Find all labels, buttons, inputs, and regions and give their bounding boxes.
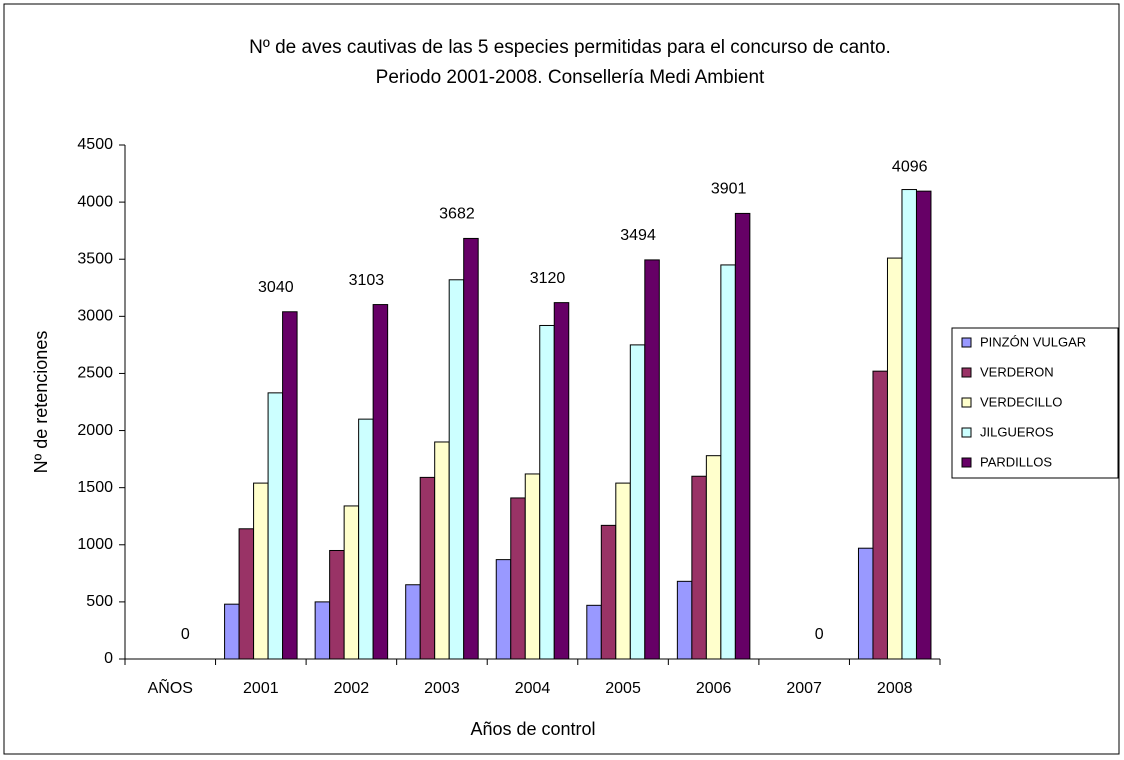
bar xyxy=(901,189,917,660)
bar xyxy=(676,580,693,660)
x-tick-label: 2006 xyxy=(696,680,732,697)
bar xyxy=(267,392,284,660)
data-label: 0 xyxy=(815,626,824,643)
bar xyxy=(463,237,479,660)
x-tick-label: AÑOS xyxy=(148,677,193,697)
legend-swatch xyxy=(961,397,972,408)
bar xyxy=(615,482,631,660)
bar xyxy=(358,418,374,660)
bar xyxy=(734,212,751,660)
bar xyxy=(329,549,345,660)
bar xyxy=(372,304,389,660)
x-tick-label: 2001 xyxy=(243,680,279,697)
x-tick-label: 2004 xyxy=(515,680,551,697)
x-axis-label: Años de control xyxy=(470,719,595,739)
y-tick-label: 3000 xyxy=(77,308,113,325)
bar xyxy=(691,475,707,660)
bar xyxy=(495,559,512,660)
data-label: 0 xyxy=(181,626,190,643)
bar xyxy=(629,344,646,660)
bar xyxy=(553,302,570,660)
data-label: 3120 xyxy=(530,270,566,287)
legend-label: JILGUEROS xyxy=(980,424,1054,439)
y-tick-label: 4000 xyxy=(77,193,113,210)
bar xyxy=(705,455,722,660)
y-tick-label: 0 xyxy=(104,650,113,667)
bar xyxy=(600,524,617,660)
bar xyxy=(886,257,903,660)
y-tick-label: 1500 xyxy=(77,479,113,496)
data-label: 3103 xyxy=(349,272,385,289)
bar xyxy=(644,259,660,660)
bar xyxy=(405,584,421,660)
data-label: 3494 xyxy=(620,227,656,244)
data-label: 3040 xyxy=(258,279,294,296)
x-tick-label: 2007 xyxy=(786,680,822,697)
legend-swatch xyxy=(961,427,972,438)
x-tick-label: 2005 xyxy=(605,680,641,697)
chart-title: Periodo 2001-2008. Consellería Medi Ambi… xyxy=(376,67,765,88)
data-label: 3901 xyxy=(711,181,747,198)
bar xyxy=(419,476,436,660)
legend-label: PARDILLOS xyxy=(980,454,1052,469)
bar xyxy=(282,311,298,660)
bar xyxy=(343,505,360,660)
bar xyxy=(539,324,555,660)
bar xyxy=(524,473,541,660)
x-tick-label: 2003 xyxy=(424,680,460,697)
y-tick-label: 500 xyxy=(86,593,113,610)
bar xyxy=(915,190,932,660)
bar xyxy=(314,601,331,660)
y-axis-label: Nº de retenciones xyxy=(31,331,51,474)
legend-label: VERDERON xyxy=(980,364,1054,379)
data-label: 3682 xyxy=(439,206,475,223)
y-tick-label: 3500 xyxy=(77,250,113,267)
y-tick-label: 1000 xyxy=(77,536,113,553)
legend-swatch xyxy=(961,337,972,348)
bar xyxy=(857,547,874,660)
bar xyxy=(253,482,269,660)
data-label: 4096 xyxy=(892,158,928,175)
x-tick-label: 2008 xyxy=(877,680,913,697)
bar xyxy=(872,370,888,660)
legend-swatch xyxy=(961,457,972,468)
bar xyxy=(720,264,736,660)
bar xyxy=(448,279,465,660)
y-tick-label: 2500 xyxy=(77,365,113,382)
bar xyxy=(224,603,240,660)
x-tick-label: 2002 xyxy=(334,680,370,697)
legend-label: VERDECILLO xyxy=(980,394,1062,409)
bar xyxy=(586,604,602,660)
bar xyxy=(434,441,450,660)
bar xyxy=(238,528,255,660)
bar xyxy=(510,497,526,660)
legend-label: PINZÓN VULGAR xyxy=(980,334,1086,349)
y-tick-label: 4500 xyxy=(77,136,113,153)
legend-box xyxy=(951,327,1119,479)
chart-title: Nº de aves cautivas de las 5 especies pe… xyxy=(249,37,891,58)
y-tick-label: 2000 xyxy=(77,422,113,439)
legend-swatch xyxy=(961,367,972,378)
